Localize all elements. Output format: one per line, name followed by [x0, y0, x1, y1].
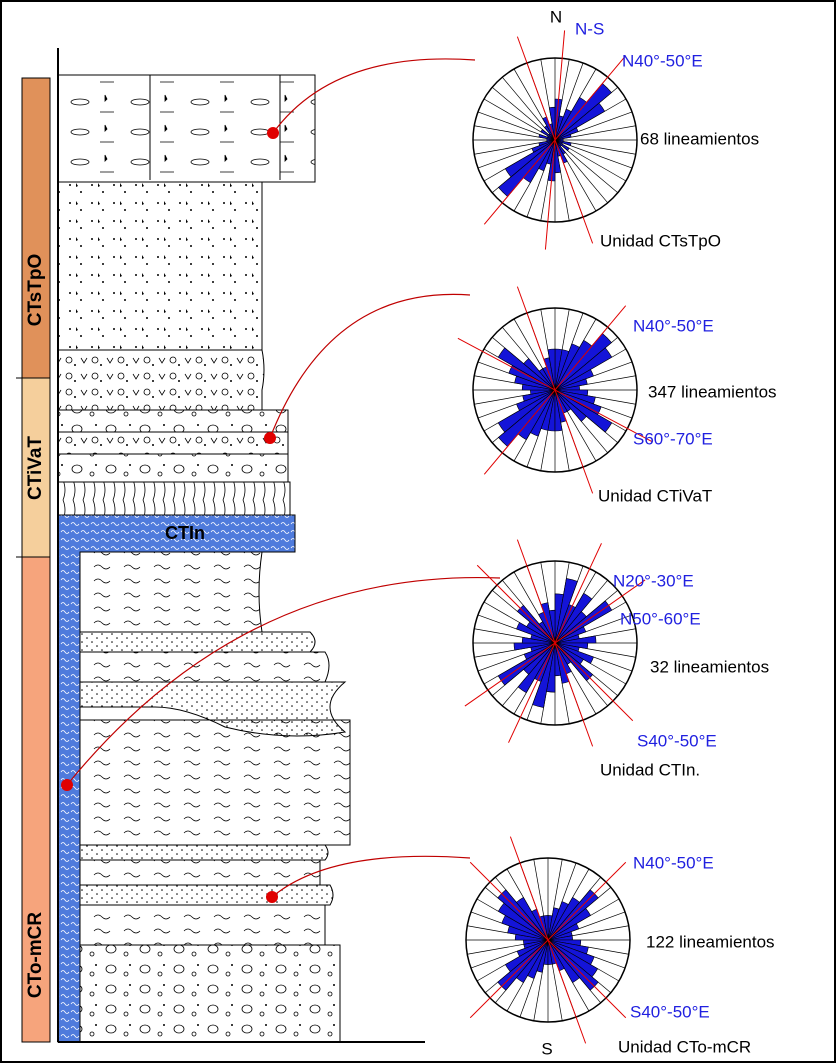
direction-label: N40°-50°E: [633, 853, 714, 872]
unit-caption: Unidad CTIn.: [600, 760, 700, 779]
unit-label: CTsTpO: [25, 254, 46, 326]
unit-label: CTiVaT: [25, 436, 46, 500]
connector: [270, 294, 470, 438]
direction-label: N40°-50°E: [633, 316, 714, 335]
sample-point: [266, 891, 278, 903]
unit-caption: Unidad CTo-mCR: [618, 1037, 751, 1056]
unit-caption: Unidad CTiVaT: [598, 486, 712, 505]
north-label: N: [550, 7, 562, 26]
sample-point: [61, 779, 73, 791]
south-label: S: [541, 1039, 552, 1058]
direction-label: S60°-70°E: [633, 429, 713, 448]
direction-label: S40°-50°E: [637, 731, 717, 750]
direction-label: N50°-60°E: [620, 609, 701, 628]
figure: CTIn CTsTpO CTiVaT CTo-mCR N S 68 lineam…: [0, 0, 836, 1063]
direction-label: N20°-30°E: [613, 571, 694, 590]
direction-label: S40°-50°E: [630, 1002, 710, 1021]
unit-label: CTo-mCR: [25, 912, 46, 998]
unit-bars: [16, 78, 50, 1042]
lineament-count: 32 lineamientos: [650, 657, 769, 676]
sample-point: [264, 432, 276, 444]
column-label: CTIn: [165, 523, 205, 543]
lineament-count: 68 lineamientos: [640, 129, 759, 148]
stratigraphic-column: [58, 75, 350, 1042]
unit-caption: Unidad CTsTpO: [600, 231, 721, 250]
direction-label: N40°-50°E: [622, 51, 703, 70]
sample-point: [267, 127, 279, 139]
direction-label: N-S: [575, 19, 604, 38]
lineament-count: 347 lineamientos: [648, 382, 777, 401]
lineament-count: 122 lineamientos: [646, 932, 775, 951]
